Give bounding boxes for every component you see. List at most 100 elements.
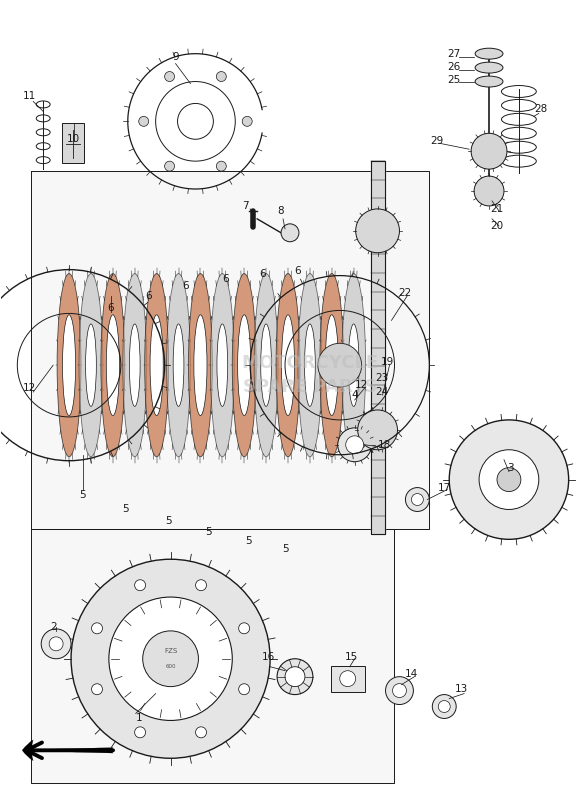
Circle shape: [449, 420, 569, 539]
Circle shape: [433, 694, 456, 718]
Ellipse shape: [129, 324, 140, 406]
Ellipse shape: [101, 274, 125, 457]
Ellipse shape: [217, 324, 228, 406]
Ellipse shape: [475, 48, 503, 59]
Text: 6: 6: [259, 269, 265, 278]
Circle shape: [405, 487, 429, 511]
Circle shape: [277, 658, 313, 694]
Text: 14: 14: [405, 669, 418, 678]
Ellipse shape: [210, 274, 234, 457]
Circle shape: [285, 666, 305, 686]
Circle shape: [346, 436, 364, 454]
Text: 28: 28: [534, 105, 547, 114]
Circle shape: [71, 559, 270, 758]
Polygon shape: [31, 530, 394, 783]
Ellipse shape: [475, 76, 503, 87]
Ellipse shape: [194, 315, 207, 415]
Circle shape: [474, 176, 504, 206]
Circle shape: [139, 116, 149, 126]
Text: 5: 5: [282, 544, 288, 554]
Ellipse shape: [342, 274, 365, 457]
Text: 12: 12: [355, 380, 368, 390]
Text: FZS: FZS: [164, 648, 177, 654]
Circle shape: [239, 684, 250, 694]
Circle shape: [41, 629, 71, 658]
Text: 20: 20: [490, 221, 504, 231]
Circle shape: [164, 71, 174, 82]
Circle shape: [356, 209, 400, 253]
Text: 6: 6: [108, 303, 114, 314]
Ellipse shape: [189, 274, 212, 457]
Text: 4: 4: [351, 390, 358, 400]
Text: 2: 2: [50, 622, 56, 632]
Circle shape: [281, 224, 299, 242]
Circle shape: [164, 161, 174, 171]
Polygon shape: [31, 171, 429, 530]
Circle shape: [438, 701, 450, 713]
Circle shape: [135, 580, 145, 590]
Text: 29: 29: [431, 136, 444, 146]
Circle shape: [386, 677, 413, 705]
Circle shape: [196, 727, 207, 738]
Text: 5: 5: [80, 490, 86, 499]
Text: 6: 6: [145, 290, 152, 301]
Ellipse shape: [320, 274, 344, 457]
Ellipse shape: [325, 315, 338, 415]
Text: 23: 23: [375, 373, 388, 383]
Ellipse shape: [107, 315, 119, 415]
Circle shape: [91, 623, 102, 634]
Text: 21: 21: [490, 204, 504, 214]
Text: 6: 6: [182, 281, 189, 290]
Circle shape: [217, 71, 226, 82]
Ellipse shape: [173, 324, 184, 406]
Circle shape: [318, 343, 362, 387]
Text: MOTORCYCLE
SPARE PARTS: MOTORCYCLE SPARE PARTS: [241, 354, 379, 396]
Circle shape: [393, 684, 406, 698]
Circle shape: [471, 134, 507, 169]
Ellipse shape: [276, 274, 300, 457]
Text: 13: 13: [455, 684, 468, 694]
Circle shape: [479, 450, 539, 510]
Text: 10: 10: [67, 134, 79, 144]
Text: 12: 12: [23, 383, 36, 393]
Text: 1: 1: [135, 714, 142, 723]
Circle shape: [91, 684, 102, 694]
Circle shape: [340, 670, 356, 686]
Text: 15: 15: [345, 652, 358, 662]
Text: 17: 17: [438, 482, 451, 493]
Text: 25: 25: [448, 74, 461, 85]
Text: 22: 22: [398, 287, 411, 298]
Circle shape: [135, 727, 145, 738]
Text: 5: 5: [245, 536, 251, 546]
Text: 11: 11: [23, 91, 36, 102]
Ellipse shape: [237, 315, 251, 415]
Polygon shape: [371, 161, 384, 534]
Ellipse shape: [232, 274, 256, 457]
Ellipse shape: [123, 274, 146, 457]
Circle shape: [497, 468, 521, 491]
Text: 19: 19: [381, 357, 394, 367]
Ellipse shape: [298, 274, 322, 457]
FancyBboxPatch shape: [331, 666, 365, 691]
Circle shape: [217, 161, 226, 171]
Ellipse shape: [475, 62, 503, 73]
Ellipse shape: [150, 315, 163, 415]
Ellipse shape: [254, 274, 278, 457]
Text: 5: 5: [123, 505, 129, 514]
Text: 6: 6: [295, 266, 301, 276]
Circle shape: [196, 580, 207, 590]
Ellipse shape: [57, 274, 81, 457]
Text: 26: 26: [448, 62, 461, 72]
Text: 6: 6: [222, 274, 229, 283]
Text: 18: 18: [378, 440, 391, 450]
Circle shape: [239, 623, 250, 634]
Ellipse shape: [145, 274, 168, 457]
Text: 27: 27: [448, 49, 461, 58]
Text: 5: 5: [205, 527, 212, 538]
Circle shape: [338, 428, 372, 462]
Text: 3: 3: [508, 462, 514, 473]
Text: 9: 9: [172, 52, 179, 62]
Ellipse shape: [86, 324, 96, 406]
Circle shape: [358, 410, 397, 450]
Text: 600: 600: [166, 664, 176, 670]
